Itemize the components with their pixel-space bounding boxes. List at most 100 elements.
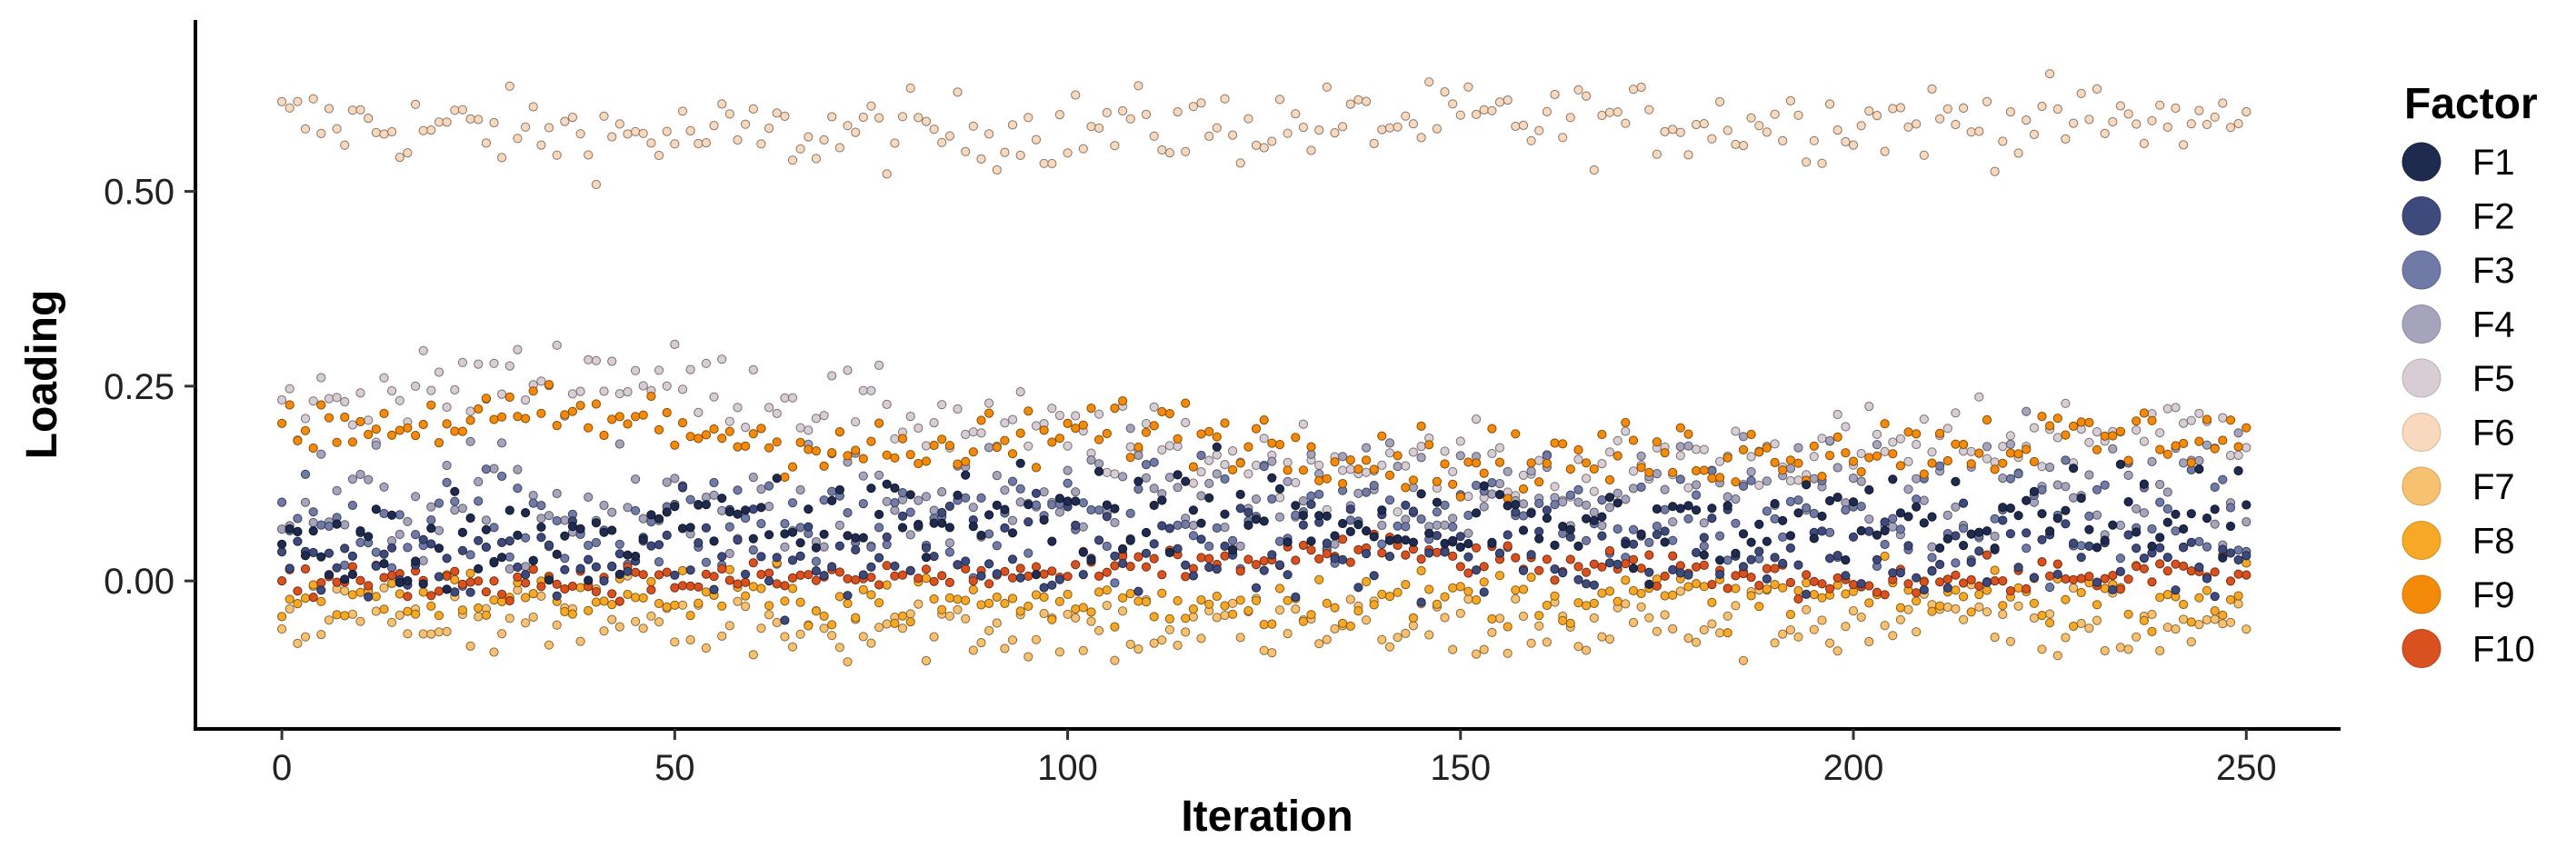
data-point: [2037, 557, 2047, 567]
data-point: [1754, 519, 1764, 530]
data-point: [2115, 643, 2125, 653]
data-point: [1023, 500, 1033, 510]
data-point: [1558, 522, 1568, 532]
data-point: [992, 618, 1002, 628]
data-point: [843, 365, 853, 375]
data-point: [2233, 442, 2243, 452]
data-point: [293, 638, 303, 649]
data-point: [1015, 150, 1025, 160]
data-point: [1770, 564, 1780, 574]
data-point: [521, 593, 531, 603]
data-point: [1982, 607, 1992, 617]
data-point: [1023, 113, 1033, 123]
data-point: [521, 395, 531, 405]
data-point: [654, 540, 664, 550]
data-point: [474, 612, 484, 622]
data-point: [2037, 644, 2047, 654]
data-point: [914, 574, 924, 584]
data-point: [442, 571, 452, 582]
data-point: [1998, 442, 2008, 452]
data-point: [2218, 544, 2228, 554]
data-point: [992, 471, 1002, 481]
data-point: [2225, 415, 2236, 425]
data-point: [717, 631, 727, 642]
data-point: [1086, 555, 1096, 565]
data-point: [1031, 570, 1042, 580]
data-point: [1118, 606, 1128, 616]
data-point: [937, 434, 947, 444]
data-point: [1809, 534, 1819, 544]
data-point: [1660, 610, 1670, 620]
data-point: [1071, 424, 1081, 434]
data-point: [2225, 594, 2236, 604]
data-point: [1110, 578, 1120, 588]
data-point: [426, 125, 436, 135]
data-point: [324, 570, 334, 580]
data-point: [371, 424, 381, 434]
data-point: [890, 453, 900, 463]
data-point: [724, 564, 734, 574]
data-point: [1330, 457, 1340, 467]
data-point: [1188, 102, 1199, 112]
data-point: [2242, 570, 2252, 580]
data-point: [1864, 514, 1874, 524]
data-point: [1047, 536, 1057, 546]
legend-label-f3: F3: [2472, 251, 2515, 291]
data-point: [442, 460, 452, 471]
data-point: [819, 135, 829, 145]
data-point: [1298, 511, 1309, 521]
data-point: [780, 393, 790, 403]
data-point: [285, 384, 295, 394]
data-point: [2132, 425, 2142, 435]
data-point: [2052, 514, 2062, 524]
data-point: [1942, 424, 1952, 434]
data-point: [1503, 95, 1513, 105]
data-point: [1573, 574, 1583, 584]
data-point: [1164, 624, 1175, 634]
data-point: [1007, 515, 1018, 525]
data-point: [426, 629, 436, 639]
data-point: [1935, 428, 1945, 438]
data-point: [1212, 591, 1222, 602]
data-point: [1668, 624, 1678, 634]
data-point: [905, 83, 915, 94]
data-point: [1487, 448, 1497, 459]
data-point: [1102, 500, 1112, 510]
data-point: [1063, 465, 1073, 475]
data-point: [1393, 534, 1403, 544]
data-point: [1125, 442, 1135, 452]
data-point: [764, 568, 774, 578]
data-point: [300, 469, 311, 480]
data-point: [914, 423, 924, 434]
data-point: [905, 412, 915, 422]
data-point: [1181, 417, 1191, 428]
data-point: [1511, 429, 1521, 439]
data-point: [804, 504, 814, 514]
data-point: [976, 493, 986, 504]
data-point: [2186, 617, 2196, 627]
data-point: [2061, 505, 2071, 515]
data-point: [1558, 615, 1568, 626]
data-point: [1511, 500, 1521, 510]
data-point: [293, 96, 303, 106]
data-point: [1841, 589, 1851, 599]
data-point: [953, 87, 963, 97]
data-point: [701, 523, 712, 533]
data-point: [1699, 518, 1709, 528]
data-point: [1848, 140, 1859, 150]
data-point: [1125, 508, 1135, 519]
data-point: [992, 592, 1002, 603]
data-point: [2045, 462, 2055, 473]
data-point: [1251, 140, 1262, 150]
data-point: [804, 132, 814, 142]
data-point: [1086, 607, 1096, 617]
data-point: [1565, 464, 1575, 474]
data-point: [2005, 439, 2015, 449]
data-point: [1612, 488, 1622, 498]
data-point: [426, 385, 436, 395]
data-point: [1125, 535, 1135, 545]
data-point: [944, 441, 955, 451]
data-point: [1007, 554, 1018, 564]
data-point: [607, 561, 617, 572]
data-point: [843, 531, 853, 541]
